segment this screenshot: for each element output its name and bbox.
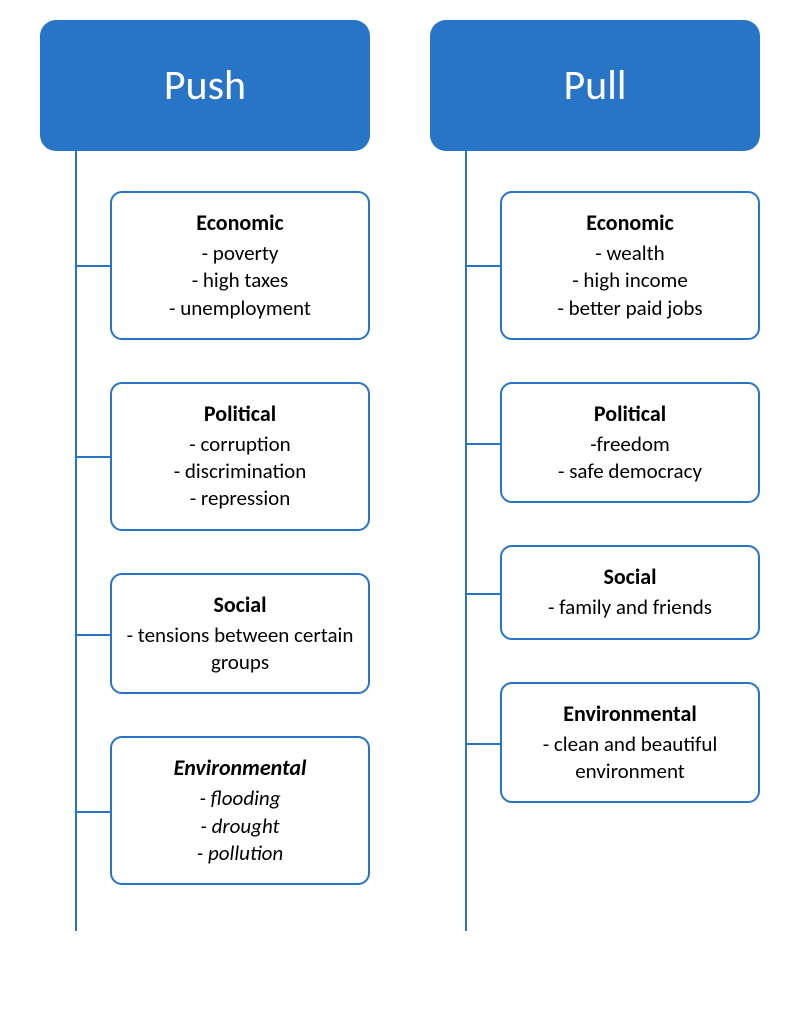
category-title: Environmental (124, 754, 356, 781)
category-title: Environmental (514, 700, 746, 727)
push-column: Push Economic - poverty - high taxes - u… (40, 20, 370, 927)
category-item: - corruption (124, 431, 356, 458)
category-item: - poverty (124, 240, 356, 267)
pull-environmental-box: Environmental - clean and beautiful envi… (500, 682, 760, 804)
push-social-box: Social - tensions between certain groups (110, 573, 370, 695)
category-item: - drought (124, 813, 356, 840)
category-item: - pollution (124, 840, 356, 867)
category-item: - family and friends (514, 594, 746, 621)
push-economic-box: Economic - poverty - high taxes - unempl… (110, 191, 370, 340)
category-title: Political (124, 400, 356, 427)
pull-economic-box: Economic - wealth - high income - better… (500, 191, 760, 340)
pull-connector-line (465, 151, 467, 931)
pull-categories: Economic - wealth - high income - better… (430, 191, 760, 803)
push-categories: Economic - poverty - high taxes - unempl… (40, 191, 370, 885)
category-title: Political (514, 400, 746, 427)
category-title: Social (514, 563, 746, 590)
category-item: - unemployment (124, 295, 356, 322)
category-item: - better paid jobs (514, 295, 746, 322)
pull-column: Pull Economic - wealth - high income - b… (430, 20, 760, 927)
push-connector-line (75, 151, 77, 931)
category-title: Economic (124, 209, 356, 236)
category-item: - safe democracy (514, 458, 746, 485)
category-item: - wealth (514, 240, 746, 267)
diagram-container: Push Economic - poverty - high taxes - u… (30, 20, 770, 927)
category-item: - clean and beautiful environment (514, 731, 746, 786)
category-item: -freedom (514, 431, 746, 458)
category-item: - high income (514, 267, 746, 294)
push-political-box: Political - corruption - discrimination … (110, 382, 370, 531)
push-environmental-box: Environmental - flooding - drought - pol… (110, 736, 370, 885)
category-item: - tensions between certain groups (124, 622, 356, 677)
pull-header: Pull (430, 20, 760, 151)
push-header: Push (40, 20, 370, 151)
category-title: Social (124, 591, 356, 618)
category-item: - discrimination (124, 458, 356, 485)
category-item: - repression (124, 485, 356, 512)
pull-social-box: Social - family and friends (500, 545, 760, 639)
category-title: Economic (514, 209, 746, 236)
category-item: - high taxes (124, 267, 356, 294)
pull-political-box: Political -freedom - safe democracy (500, 382, 760, 504)
category-item: - flooding (124, 785, 356, 812)
